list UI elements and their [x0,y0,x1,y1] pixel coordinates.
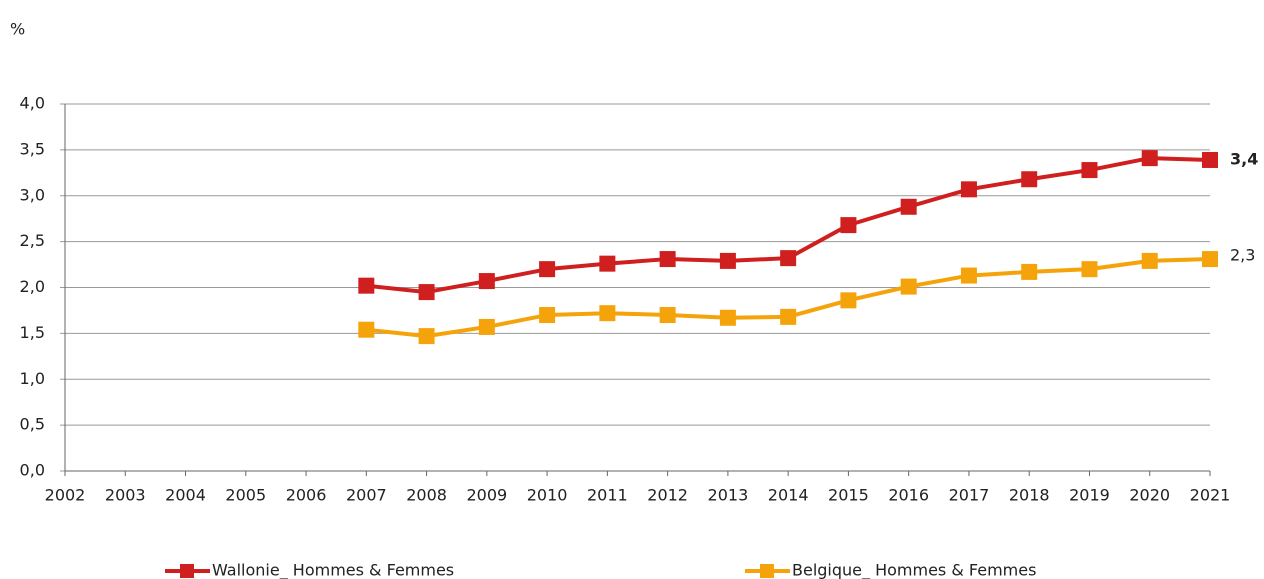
x-tick-label: 2015 [828,486,869,505]
marker [1202,251,1218,268]
data-label: 2,3 [1230,246,1255,265]
marker [478,273,495,290]
x-tick-label: 2018 [1009,486,1050,505]
data-label: 3,4 [1230,149,1258,168]
marker [539,307,556,324]
x-tick-label: 2014 [768,486,809,505]
marker [1141,252,1158,269]
x-tick-label: 2004 [165,486,206,505]
marker [599,255,616,272]
x-tick-label: 2019 [1069,486,1110,505]
marker [358,321,375,338]
x-tick-label: 2006 [286,486,327,505]
x-tick-label: 2021 [1190,486,1231,505]
marker [599,305,616,322]
marker [840,292,857,309]
x-tick-label: 2013 [708,486,749,505]
marker [1021,263,1038,280]
x-tick-label: 2016 [888,486,929,505]
y-tick-label: 2,5 [20,231,45,250]
legend-marker [180,564,194,578]
legend-marker [760,564,774,578]
marker [780,250,797,267]
x-tick-label: 2017 [949,486,990,505]
legend-label: Wallonie_ Hommes & Femmes [212,561,454,579]
marker [840,217,857,234]
y-tick-label: 0,5 [20,415,45,434]
y-tick-label: 4,0 [20,94,45,113]
y-tick-label: 3,5 [20,139,45,158]
marker [960,181,977,198]
marker [1081,261,1098,278]
marker [900,198,917,215]
y-tick-label: 3,0 [20,185,45,204]
x-tick-label: 2010 [527,486,568,505]
marker [960,267,977,284]
marker [539,261,556,278]
y-tick-label: 1,0 [20,369,45,388]
x-tick-label: 2020 [1129,486,1170,505]
marker [1021,171,1038,188]
marker [358,277,375,294]
marker [1081,162,1098,179]
x-tick-label: 2008 [406,486,447,505]
marker [418,328,435,345]
marker [1202,151,1218,168]
legend-label: Belgique_ Hommes & Femmes [792,561,1036,579]
x-tick-label: 2012 [647,486,688,505]
y-tick-label: 1,5 [20,323,45,342]
y-tick-label: 2,0 [20,277,45,296]
x-tick-label: 2005 [225,486,266,505]
x-tick-label: 2009 [466,486,507,505]
marker [478,318,495,335]
x-tick-label: 2007 [346,486,387,505]
marker [780,308,797,325]
marker [719,252,736,269]
y-axis-label: % [10,20,25,39]
marker [719,309,736,326]
marker [418,284,435,301]
marker [659,307,676,324]
x-tick-label: 2002 [45,486,86,505]
x-tick-label: 2011 [587,486,628,505]
marker [1141,150,1158,167]
x-tick-label: 2003 [105,486,146,505]
marker [900,278,917,295]
y-tick-label: 0,0 [20,461,45,480]
marker [659,251,676,268]
